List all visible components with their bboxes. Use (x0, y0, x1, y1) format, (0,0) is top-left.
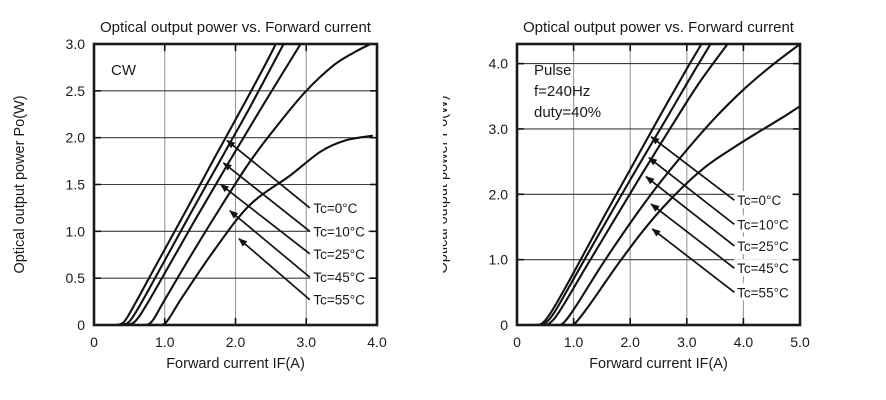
curve-tc-0-c (114, 44, 277, 325)
legend-label-mask (310, 244, 369, 262)
inset-condition-label: f=240Hz (534, 83, 590, 100)
legend-label: Tc=45°C (313, 270, 365, 285)
chart-title: Optical output power vs. Forward current (100, 19, 372, 36)
y-tick-label: 3.0 (66, 36, 86, 52)
y-tick-label: 1.0 (489, 252, 509, 268)
legend-label-mask (734, 215, 793, 233)
y-axis-label: Optical output power Po(W) (443, 95, 451, 273)
legend-label: Tc=25°C (313, 247, 365, 262)
legend-arrow (229, 210, 311, 278)
curves-group (114, 44, 374, 325)
legend-label: Tc=10°C (737, 217, 789, 232)
x-tick-label: 4.0 (367, 334, 387, 350)
y-axis-label: Optical output power Po(W) (12, 95, 28, 273)
y-tick-label: 4.0 (489, 56, 509, 72)
x-tick-label: 4.0 (734, 334, 754, 350)
x-axis-label: Forward current IF(A) (166, 356, 305, 372)
x-tick-label: 0 (513, 334, 521, 350)
y-tick-label: 0.5 (66, 270, 86, 286)
x-tick-label: 2.0 (226, 334, 246, 350)
curve-tc-45-c (139, 44, 372, 325)
curve-tc-25-c (541, 44, 729, 325)
y-tick-label: 2.0 (489, 186, 509, 202)
curve-tc-55-c (155, 134, 374, 325)
y-tick-label: 2.0 (66, 130, 86, 146)
legend-label-mask (310, 268, 369, 286)
curves-group (534, 44, 800, 325)
curve-tc-45-c (554, 44, 800, 325)
legend-label: Tc=0°C (313, 201, 357, 216)
legend-label: Tc=45°C (737, 261, 789, 276)
pulse-chart-panel: Optical output power vs. Forward current… (435, 0, 886, 400)
curve-tc-10-c (536, 44, 712, 325)
plot-border (515, 42, 802, 327)
x-tick-label: 3.0 (677, 334, 697, 350)
legend-label: Tc=0°C (737, 193, 781, 208)
plot-border (92, 42, 379, 327)
legend-label: Tc=55°C (737, 285, 789, 300)
legend-arrow (226, 139, 311, 209)
x-tick-label: 3.0 (297, 334, 317, 350)
legend-label: Tc=10°C (313, 224, 365, 239)
legend-arrow (648, 157, 735, 226)
legend-label-mask (734, 236, 793, 254)
legend-arrow (219, 183, 311, 255)
curve-tc-55-c (566, 105, 800, 325)
legend-arrow (650, 136, 735, 201)
inset-condition-label: CW (111, 62, 137, 79)
x-axis-label: Forward current IF(A) (589, 356, 728, 372)
curve-tc-10-c (118, 44, 285, 325)
legend-label-mask (734, 283, 793, 301)
inset-condition-label: Pulse (534, 62, 572, 79)
curve-tc-25-c (124, 44, 302, 325)
y-tick-label: 1.5 (66, 177, 86, 193)
legend-label-mask (310, 222, 369, 240)
y-tick-label: 1.0 (66, 223, 86, 239)
inset-condition-label: duty=40% (534, 104, 601, 121)
legend-label-mask (734, 259, 793, 277)
y-tick-label: 3.0 (489, 121, 509, 137)
legend-arrow (651, 228, 735, 293)
legend-arrow (222, 162, 311, 232)
legend-label: Tc=55°C (313, 293, 365, 308)
pulse-chart-svg: Optical output power vs. Forward current… (435, 19, 810, 372)
x-tick-label: 2.0 (620, 334, 640, 350)
y-tick-label: 2.5 (66, 83, 86, 99)
legend-label-mask (734, 191, 793, 209)
x-tick-label: 0 (90, 334, 98, 350)
legend-label-mask (310, 290, 369, 308)
x-tick-label: 5.0 (790, 334, 810, 350)
curve-tc-0-c (534, 44, 703, 325)
y-tick-label: 0 (500, 317, 508, 333)
legend-label: Tc=25°C (737, 239, 789, 254)
y-tick-label: 0 (77, 317, 85, 333)
legend-arrow (650, 203, 735, 269)
legend-arrow (645, 175, 735, 247)
legend-label-mask (310, 198, 369, 216)
legend-arrow (238, 238, 311, 301)
cw-chart-svg: Optical output power vs. Forward current… (12, 19, 387, 372)
x-tick-label: 1.0 (155, 334, 175, 350)
x-tick-label: 1.0 (564, 334, 584, 350)
cw-chart-panel: Optical output power vs. Forward current… (12, 19, 387, 372)
chart-title: Optical output power vs. Forward current (523, 19, 795, 36)
